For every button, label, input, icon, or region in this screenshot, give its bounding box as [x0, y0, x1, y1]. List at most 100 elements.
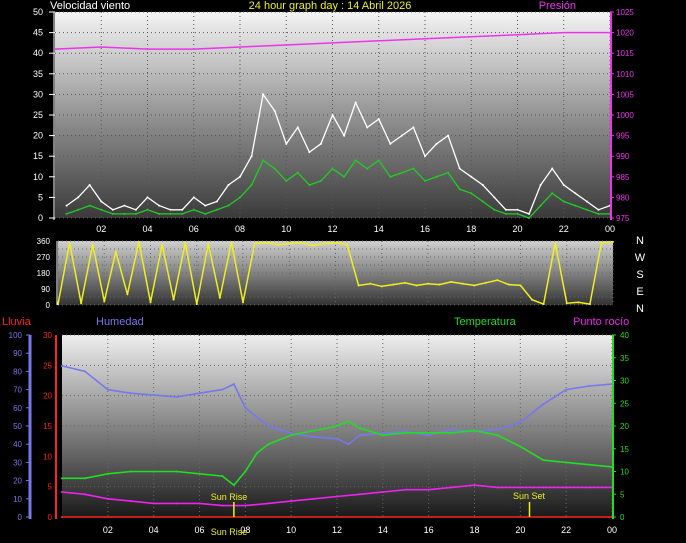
wind-point-0 [227, 184, 230, 187]
direction-point [80, 302, 83, 305]
wind-point-1 [134, 212, 137, 215]
wind-point-0 [273, 109, 276, 112]
direction-point [91, 243, 94, 246]
wind-xtick-label: 00 [605, 224, 615, 234]
climate-point-0 [588, 384, 591, 387]
climate-xtick-label: 04 [149, 525, 159, 535]
wind-point-1 [319, 179, 322, 182]
wind-point-0 [123, 204, 126, 207]
wind-xtick-label: 22 [559, 224, 569, 234]
rain-ytick-label: 20 [43, 392, 52, 401]
direction-point [473, 284, 476, 287]
direction-ytick-label: 0 [46, 301, 51, 310]
direction-point [334, 241, 337, 244]
rain-ytick-label: 5 [48, 483, 53, 492]
pressure-ytick-label: 1020 [616, 29, 634, 38]
climate-point-2 [83, 493, 86, 496]
climate-point-0 [313, 435, 316, 438]
direction-point [322, 242, 325, 245]
direction-point [531, 298, 534, 301]
wind-point-0 [181, 208, 184, 211]
rain-ytick-label: 30 [43, 331, 52, 340]
compass-label: N [636, 303, 644, 315]
humidity-ytick-label: 80 [13, 367, 22, 376]
dew-point-label: Punto rocío [573, 316, 629, 328]
climate-point-0 [198, 392, 201, 395]
compass-label: N [636, 235, 644, 247]
sun-rise-bottom-label: Sun Rise [211, 527, 248, 537]
climate-point-2 [152, 502, 155, 505]
wind-point-1 [158, 212, 161, 215]
sun-set-annotation: Sun Set [513, 491, 546, 501]
compass-label: W [635, 252, 646, 264]
wind-point-0 [551, 167, 554, 170]
climate-point-2 [519, 486, 522, 489]
temperature-ytick-label: 35 [620, 354, 629, 363]
wind-point-0 [239, 175, 241, 178]
direction-point [114, 250, 117, 253]
wind-ytick-label: 20 [33, 131, 43, 141]
wind-point-1 [377, 159, 380, 162]
wind-point-1 [169, 212, 172, 215]
climate-point-2 [542, 486, 545, 489]
pressure-ytick-label: 975 [616, 214, 630, 223]
direction-point [554, 241, 557, 244]
wind-point-1 [458, 188, 461, 191]
wind-ytick-label: 25 [33, 110, 43, 120]
pressure-ytick-label: 990 [616, 152, 630, 161]
compass-label: E [636, 286, 643, 298]
climate-point-0 [232, 383, 235, 386]
sun-rise-annotation: Sun Rise [211, 492, 248, 502]
pressure-ytick-label: 980 [616, 193, 630, 202]
climate-point-1 [83, 477, 86, 480]
climate-point-2 [244, 504, 247, 507]
wind-point-1 [65, 212, 68, 215]
wind-point-0 [493, 196, 496, 199]
wind-point-1 [111, 212, 114, 215]
wind-point-1 [215, 208, 218, 211]
wind-point-0 [458, 167, 461, 170]
climate-point-0 [290, 432, 293, 435]
direction-point [276, 243, 279, 246]
wind-point-0 [250, 155, 253, 158]
wind-ytick-label: 15 [33, 151, 43, 161]
wind-point-1 [493, 208, 496, 211]
climate-point-2 [61, 490, 63, 493]
climate-point-1 [496, 434, 499, 437]
climate-point-0 [129, 392, 132, 395]
climate-point-0 [450, 428, 453, 431]
humidity-ytick-label: 0 [18, 513, 23, 522]
humidity-ytick-label: 70 [13, 386, 22, 395]
wind-point-0 [597, 208, 600, 211]
wind-xtick-label: 20 [512, 224, 522, 234]
humidity-ytick-label: 20 [13, 477, 22, 486]
pressure-ytick-label: 995 [616, 132, 630, 141]
wind-point-0 [354, 101, 357, 104]
wind-point-1 [146, 208, 149, 211]
climate-point-2 [565, 486, 568, 489]
wind-point-1 [77, 208, 80, 211]
climate-xtick-label: 18 [469, 525, 479, 535]
temperature-ytick-label: 10 [620, 468, 629, 477]
rain-ytick-label: 0 [48, 513, 53, 522]
climate-point-1 [336, 425, 338, 427]
direction-point [403, 281, 406, 284]
temperature-ytick-label: 20 [620, 422, 629, 431]
direction-point [577, 301, 580, 304]
direction-point [542, 303, 545, 306]
direction-point [588, 303, 591, 306]
direction-point [612, 240, 614, 243]
climate-point-0 [427, 434, 430, 437]
humidity-ytick-label: 50 [13, 422, 22, 431]
wind-point-1 [331, 167, 334, 170]
wind-ytick-label: 40 [33, 48, 43, 58]
climate-point-2 [381, 490, 384, 493]
direction-point [496, 279, 499, 282]
wind-xtick-label: 02 [96, 224, 106, 234]
direction-point [357, 284, 360, 287]
wind-point-0 [285, 142, 288, 145]
direction-point [103, 300, 106, 303]
wind-point-0 [470, 175, 473, 178]
direction-point [484, 281, 487, 284]
wind-xtick-label: 08 [235, 224, 245, 234]
